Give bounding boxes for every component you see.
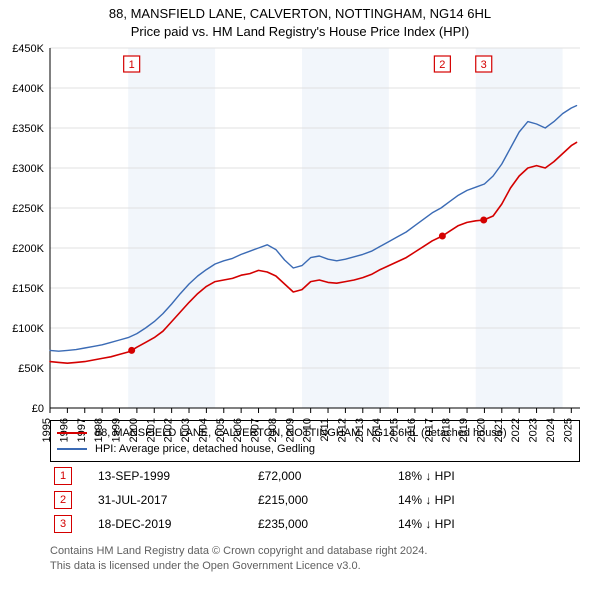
legend-item: 88, MANSFIELD LANE, CALVERTON, NOTTINGHA… xyxy=(57,425,573,441)
svg-text:£450K: £450K xyxy=(12,43,44,55)
svg-text:3: 3 xyxy=(481,59,487,71)
chart-title-line2: Price paid vs. HM Land Registry's House … xyxy=(0,24,600,39)
marker-date: 31-JUL-2017 xyxy=(98,493,258,507)
svg-text:1: 1 xyxy=(129,59,135,71)
marker-row: 2 31-JUL-2017£215,00014% ↓ HPI xyxy=(50,488,580,512)
chart-svg: £0£50K£100K£150K£200K£250K£300K£350K£400… xyxy=(50,48,580,408)
legend-item: HPI: Average price, detached house, Gedl… xyxy=(57,441,573,457)
svg-text:£50K: £50K xyxy=(18,363,44,375)
marker-price: £235,000 xyxy=(258,517,398,531)
marker-date: 13-SEP-1999 xyxy=(98,469,258,483)
chart-plot: £0£50K£100K£150K£200K£250K£300K£350K£400… xyxy=(50,48,580,408)
svg-text:£300K: £300K xyxy=(12,163,44,175)
marker-diff: 14% ↓ HPI xyxy=(398,493,455,507)
footer-line2: This data is licensed under the Open Gov… xyxy=(50,559,580,574)
chart-title-line1: 88, MANSFIELD LANE, CALVERTON, NOTTINGHA… xyxy=(0,6,600,21)
marker-table: 1 13-SEP-1999£72,00018% ↓ HPI 2 31-JUL-2017… xyxy=(50,464,580,536)
legend-box: 88, MANSFIELD LANE, CALVERTON, NOTTINGHA… xyxy=(50,420,580,462)
svg-text:£400K: £400K xyxy=(12,83,44,95)
marker-price: £215,000 xyxy=(258,493,398,507)
legend-swatch xyxy=(57,448,87,450)
legend-label: 88, MANSFIELD LANE, CALVERTON, NOTTINGHA… xyxy=(95,427,507,439)
svg-text:£0: £0 xyxy=(32,403,44,415)
marker-badge: 2 xyxy=(54,491,72,509)
footer-line1: Contains HM Land Registry data © Crown c… xyxy=(50,544,580,559)
marker-row: 3 18-DEC-2019£235,00014% ↓ HPI xyxy=(50,512,580,536)
legend-label: HPI: Average price, detached house, Gedl… xyxy=(95,443,315,455)
marker-date: 18-DEC-2019 xyxy=(98,517,258,531)
marker-diff: 14% ↓ HPI xyxy=(398,517,455,531)
marker-price: £72,000 xyxy=(258,469,398,483)
marker-diff: 18% ↓ HPI xyxy=(398,469,455,483)
marker-badge: 3 xyxy=(54,515,72,533)
svg-text:£250K: £250K xyxy=(12,203,44,215)
svg-text:2: 2 xyxy=(439,59,445,71)
legend-swatch xyxy=(57,432,87,434)
svg-text:£150K: £150K xyxy=(12,283,44,295)
figure-root: 88, MANSFIELD LANE, CALVERTON, NOTTINGHA… xyxy=(0,0,600,590)
svg-text:£100K: £100K xyxy=(12,323,44,335)
marker-row: 1 13-SEP-1999£72,00018% ↓ HPI xyxy=(50,464,580,488)
footer-attribution: Contains HM Land Registry data © Crown c… xyxy=(50,544,580,574)
svg-text:£200K: £200K xyxy=(12,243,44,255)
marker-badge: 1 xyxy=(54,467,72,485)
svg-text:£350K: £350K xyxy=(12,123,44,135)
